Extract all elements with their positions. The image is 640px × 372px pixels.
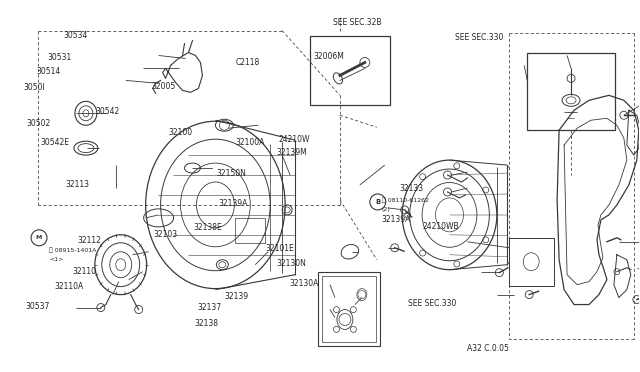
Text: 30502: 30502 [27,119,51,128]
Text: (2): (2) [382,208,390,212]
Text: 32006M: 32006M [314,52,344,61]
Text: C2118: C2118 [235,58,259,67]
Bar [318,272,380,346]
Text: 32139A: 32139A [218,199,247,208]
Text: 32139A: 32139A [382,215,411,224]
Text: 30537: 30537 [26,302,50,311]
Text: <1>: <1> [49,257,63,262]
Text: 24210W: 24210W [278,135,310,144]
Text: M: M [36,235,42,240]
Text: 32103: 32103 [153,230,177,240]
Text: 32101E: 32101E [266,244,294,253]
Text: 30542E: 30542E [41,138,70,147]
Text: 32133: 32133 [400,185,424,193]
Text: 32137: 32137 [198,303,221,312]
Text: 32138: 32138 [195,320,218,328]
Text: 3050l: 3050l [24,83,45,92]
Text: 32110: 32110 [72,267,97,276]
Text: 32150N: 32150N [217,169,246,177]
Text: 32130N: 32130N [276,259,307,267]
Text: 32112: 32112 [77,236,102,246]
Bar [509,238,554,286]
Text: 30514: 30514 [36,67,61,76]
Text: A32 C.0.05: A32 C.0.05 [467,344,509,353]
Text: 32139M: 32139M [276,148,307,157]
Text: 32100: 32100 [168,128,193,137]
Bar [310,36,390,105]
Text: 24210WB: 24210WB [422,221,459,231]
Text: 30542: 30542 [95,108,120,116]
Text: 32138E: 32138E [194,223,223,232]
Text: SEE SEC.330: SEE SEC.330 [408,299,456,308]
Text: 32130A: 32130A [289,279,319,288]
Text: 32113: 32113 [65,180,89,189]
Text: 32005: 32005 [151,82,175,91]
Text: 30534: 30534 [64,31,88,41]
Text: SEE SEC.32B: SEE SEC.32B [333,19,381,28]
Bar [322,276,376,342]
Text: 30531: 30531 [47,52,71,61]
Text: 32139: 32139 [225,292,248,301]
Text: 32110A: 32110A [54,282,83,291]
Text: B: B [375,199,380,205]
Text: 32100A: 32100A [236,138,265,147]
Text: Ⓑ 08110-61262: Ⓑ 08110-61262 [382,197,429,203]
Bar [236,218,265,243]
Text: SEE SEC.330: SEE SEC.330 [455,33,504,42]
Bar [527,52,615,130]
Text: Ⓜ 08915-1401A: Ⓜ 08915-1401A [49,247,97,253]
